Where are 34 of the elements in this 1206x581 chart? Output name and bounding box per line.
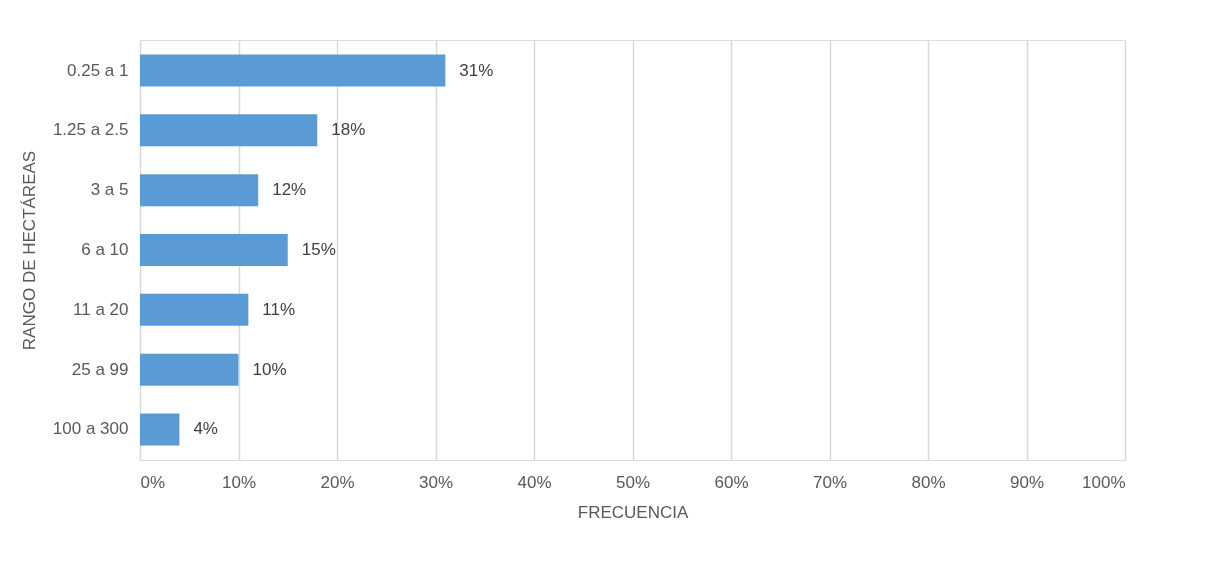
x-tick-label: 60% (714, 472, 749, 492)
bar (140, 353, 239, 386)
data-label: 15% (301, 240, 336, 259)
data-label: 31% (459, 60, 494, 80)
bar (140, 174, 259, 207)
x-tick-label: 70% (812, 472, 848, 492)
x-tick-label: 10% (221, 472, 257, 492)
x-tick-label: 40% (517, 472, 552, 492)
data-label: 11% (262, 299, 296, 319)
y-tick-label: 0.25 a 1 (67, 60, 129, 80)
x-tick-label: 50% (615, 472, 651, 492)
data-label: 18% (331, 120, 366, 140)
data-label: 4% (193, 419, 218, 439)
y-tick-label: 11 a 20 (73, 299, 129, 319)
bar (140, 413, 180, 446)
x-tick-label: 30% (418, 472, 454, 492)
y-axis-title: RANGO DE HECTÁREAS (19, 150, 39, 351)
y-tick-label: 6 a 10 (81, 240, 129, 259)
bar (140, 114, 318, 147)
x-axis-title: FRECUENCIA (577, 502, 689, 522)
y-tick-label: 3 a 5 (90, 180, 129, 200)
data-label: 10% (252, 359, 287, 379)
x-tick-label: 90% (1009, 472, 1045, 492)
bar (140, 234, 288, 266)
data-label: 12% (272, 180, 307, 200)
y-tick-label: 25 a 99 (71, 359, 129, 379)
x-tick-label: 0% (140, 472, 166, 492)
x-tick-label: 80% (911, 472, 946, 492)
bar (140, 293, 249, 326)
x-tick-label: 100% (1082, 472, 1126, 492)
y-tick-label: 100 a 300 (52, 419, 129, 439)
x-tick-label: 20% (320, 472, 355, 492)
bar (140, 54, 446, 87)
y-tick-label: 1.25 a 2.5 (52, 120, 129, 140)
